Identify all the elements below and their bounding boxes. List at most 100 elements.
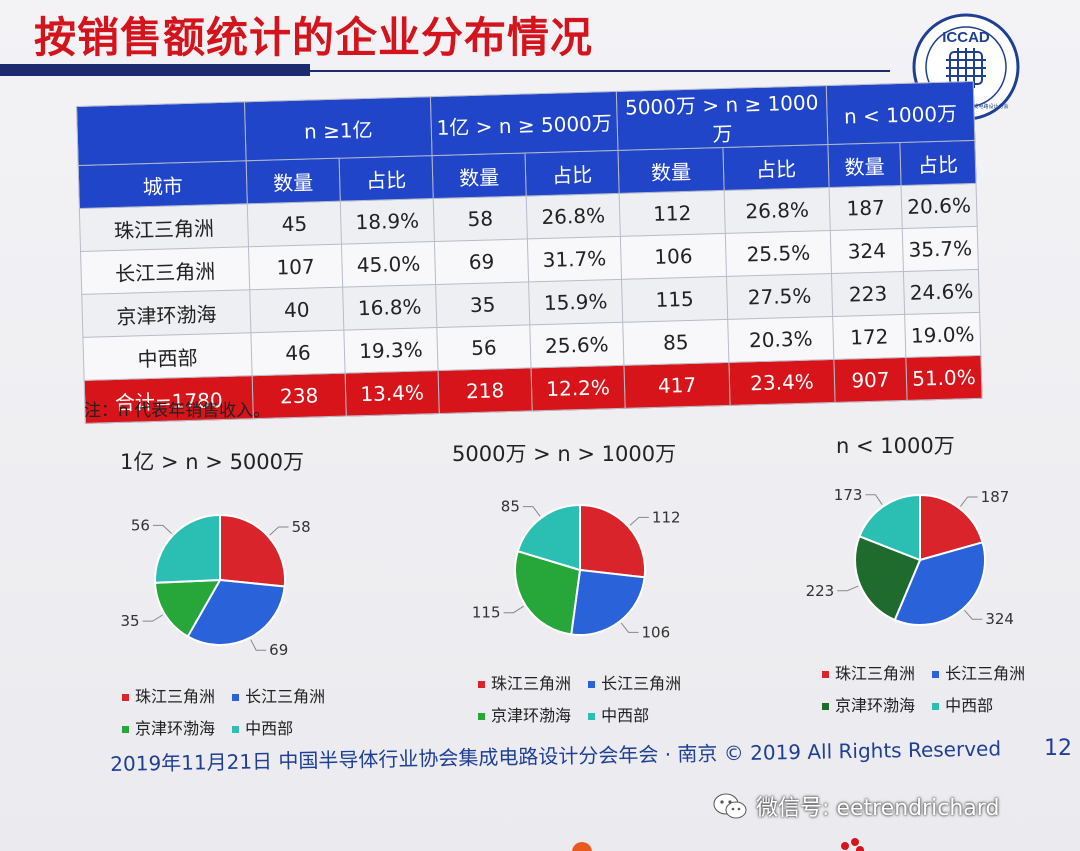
pie-data-label: 69 bbox=[269, 641, 288, 659]
legend-item: 京津环渤海 bbox=[478, 702, 571, 726]
pie-slice-2 bbox=[186, 578, 286, 646]
table-cell: 31.7% bbox=[527, 236, 622, 282]
legend-swatch bbox=[478, 681, 485, 688]
table-cell: 20.6% bbox=[901, 183, 978, 229]
legend-item: 珠江三角洲 bbox=[122, 683, 215, 707]
table-cell: 172 bbox=[832, 314, 906, 360]
table-cell: 324 bbox=[830, 228, 904, 274]
page-number: 12 bbox=[1044, 736, 1072, 761]
pie-leader-line bbox=[620, 622, 639, 633]
legend-swatch bbox=[232, 726, 240, 733]
table-cell: 46 bbox=[250, 330, 346, 376]
legend-label: 长江三角洲 bbox=[245, 687, 326, 706]
legend-item: 中西部 bbox=[232, 715, 293, 739]
legend-label: 京津环渤海 bbox=[491, 706, 572, 725]
pie-slice-4 bbox=[516, 503, 581, 572]
pie-leader-line bbox=[837, 585, 859, 592]
pie-leader-line bbox=[522, 506, 541, 517]
group-header: 1亿 > n ≥ 5000万 bbox=[430, 91, 618, 156]
table-body: 珠江三角洲 45 18.9% 58 26.8% 112 26.8% 187 20.6% 长江三角洲… bbox=[79, 183, 981, 381]
pie-data-label: 173 bbox=[834, 486, 863, 504]
table-cell: 69 bbox=[434, 238, 529, 285]
pie-data-label: 85 bbox=[501, 498, 520, 516]
total-cell: 13.4% bbox=[345, 370, 440, 417]
column-header: 城市 bbox=[78, 160, 248, 209]
table-cell: 106 bbox=[620, 233, 727, 280]
table-cell: 56 bbox=[436, 324, 531, 371]
legend-label: 长江三角洲 bbox=[601, 674, 682, 693]
legend-label: 中西部 bbox=[945, 696, 994, 715]
column-header: 占比 bbox=[339, 155, 434, 202]
pie-chart-2: 112 106 115 85 bbox=[472, 498, 681, 642]
pie-leader-line bbox=[269, 526, 289, 536]
legend-swatch bbox=[588, 681, 596, 688]
legend-swatch bbox=[122, 726, 129, 733]
legend-label: 中西部 bbox=[245, 719, 294, 738]
pie-data-label: 324 bbox=[985, 610, 1014, 628]
pie-leader-line bbox=[152, 524, 172, 535]
group-header: 5000万 > n ≥ 1000万 bbox=[616, 85, 828, 151]
table-note: 注：n 代表年销售收入。 bbox=[84, 401, 271, 421]
table-cell: 20.3% bbox=[727, 316, 834, 363]
pie-slice-1 bbox=[579, 503, 646, 579]
pie-slice-4 bbox=[858, 493, 921, 562]
pie-chart-3: 187 324 223 173 bbox=[806, 486, 1014, 628]
pie-data-label: 58 bbox=[292, 518, 311, 536]
legend-swatch bbox=[932, 703, 940, 710]
pie-leader-line bbox=[964, 609, 983, 620]
legend-item: 长江三角洲 bbox=[588, 670, 681, 694]
pie-leader-line bbox=[865, 494, 883, 505]
total-cell: 417 bbox=[623, 362, 731, 409]
legend-item: 京津环渤海 bbox=[822, 692, 915, 716]
table-cell: 40 bbox=[249, 287, 344, 333]
table-cell: 18.9% bbox=[340, 198, 435, 245]
table-cell: 19.0% bbox=[904, 312, 981, 358]
column-header: 数量 bbox=[246, 158, 341, 204]
city-cell: 珠江三角洲 bbox=[79, 203, 249, 252]
table-cell: 58 bbox=[433, 195, 528, 242]
group-header: n < 1000万 bbox=[826, 81, 975, 145]
pie-chart-1: 58 69 35 56 bbox=[120, 513, 311, 659]
column-header: 占比 bbox=[722, 144, 830, 191]
legend-item: 长江三角洲 bbox=[232, 683, 325, 707]
column-header: 数量 bbox=[617, 147, 725, 194]
table-cell: 26.8% bbox=[724, 187, 831, 234]
sales-distribution-table: n ≥1亿 1亿 > n ≥ 5000万 5000万 > n ≥ 1000万 n… bbox=[76, 81, 983, 424]
pie-slice-3 bbox=[514, 549, 582, 636]
pie-slice-4 bbox=[154, 513, 221, 584]
pie-slice-2 bbox=[570, 568, 646, 636]
legend-item: 京津环渤海 bbox=[122, 715, 215, 739]
pie-leader-line bbox=[503, 605, 524, 614]
legend-swatch bbox=[822, 671, 829, 678]
table-cell: 15.9% bbox=[528, 279, 623, 325]
pie-data-label: 112 bbox=[652, 508, 681, 526]
total-cell: 907 bbox=[833, 357, 908, 403]
table-cell: 25.6% bbox=[529, 322, 624, 368]
pie-data-label: 115 bbox=[472, 604, 501, 622]
legend-label: 京津环渤海 bbox=[835, 696, 916, 715]
legend-swatch bbox=[478, 713, 485, 720]
pie-data-label: 56 bbox=[131, 516, 150, 534]
table-cell: 223 bbox=[831, 271, 905, 317]
wechat-icon bbox=[713, 793, 747, 819]
pie-leader-line bbox=[250, 639, 267, 651]
slide-title: 按销售额统计的企业分布情况 bbox=[34, 13, 594, 62]
table-cell: 35 bbox=[435, 281, 530, 328]
table-cell: 35.7% bbox=[902, 226, 979, 272]
table-cell: 26.8% bbox=[526, 193, 621, 239]
pie-leader-line bbox=[142, 614, 164, 622]
legend-label: 珠江三角洲 bbox=[491, 674, 572, 693]
city-cell: 中西部 bbox=[82, 332, 253, 381]
legend-swatch bbox=[232, 694, 240, 701]
pie-title-2: 5000万 > n > 1000万 bbox=[452, 442, 677, 466]
pie-slice-1 bbox=[219, 513, 286, 588]
table-cell: 16.8% bbox=[342, 284, 437, 331]
table-cell: 24.6% bbox=[903, 269, 980, 315]
pie-data-label: 106 bbox=[642, 623, 671, 641]
legend-item: 中西部 bbox=[932, 692, 993, 716]
city-cell: 长江三角洲 bbox=[80, 246, 250, 295]
pie-slice-3 bbox=[854, 535, 922, 622]
pie-legend-1: 珠江三角洲 长江三角洲 京津环渤海 中西部 bbox=[122, 683, 362, 739]
legend-item: 珠江三角洲 bbox=[478, 670, 571, 694]
wechat-watermark: 微信号: eetrendrichard bbox=[712, 790, 999, 822]
